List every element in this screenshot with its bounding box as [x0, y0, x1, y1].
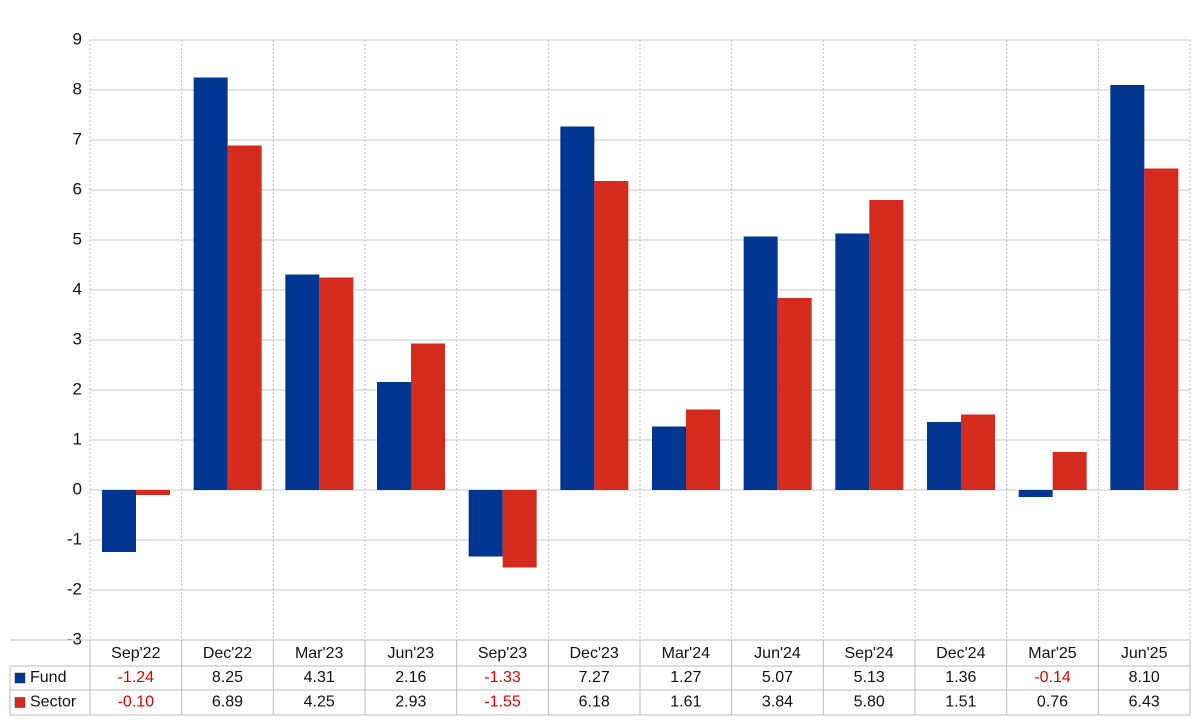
bar	[835, 233, 870, 490]
y-tick-label: 5	[73, 229, 82, 248]
x-tick-label: Sep'24	[845, 645, 894, 662]
bar	[227, 145, 262, 490]
bar	[560, 126, 595, 490]
table-value: 3.84	[762, 694, 793, 711]
legend-swatch	[14, 672, 26, 684]
y-tick-label: -2	[67, 579, 82, 598]
table-value: 5.07	[762, 669, 793, 686]
y-tick-label: 2	[73, 379, 82, 398]
table-value: 1.36	[945, 669, 976, 686]
x-tick-label: Mar'24	[662, 645, 711, 662]
table-value: 1.51	[945, 694, 976, 711]
y-tick-label: 7	[73, 129, 82, 148]
table-value: 6.43	[1129, 694, 1160, 711]
y-tick-label: 8	[73, 79, 82, 98]
bar	[961, 414, 995, 490]
bar	[927, 422, 961, 490]
bar	[319, 277, 354, 490]
table-value: -1.33	[484, 669, 521, 686]
table-value: 0.76	[1037, 694, 1068, 711]
table-value: -0.10	[118, 694, 155, 711]
table-value: 1.61	[670, 694, 701, 711]
legend-label: Fund	[30, 669, 66, 686]
y-tick-label: -3	[67, 629, 82, 648]
table-value: -1.55	[484, 694, 521, 711]
legend-swatch	[14, 697, 26, 708]
y-tick-label: 4	[73, 279, 82, 298]
bar	[1052, 452, 1087, 490]
bar	[1110, 85, 1145, 490]
bar	[136, 490, 170, 495]
bar	[1144, 168, 1179, 490]
y-tick-label: 6	[73, 179, 82, 198]
table-value: 5.13	[854, 669, 885, 686]
table-value: 6.18	[579, 694, 610, 711]
y-tick-label: 3	[73, 329, 82, 348]
table-value: 1.27	[670, 669, 701, 686]
table-value: 2.93	[395, 694, 426, 711]
table-value: 2.16	[395, 669, 426, 686]
table-value: 8.25	[212, 669, 243, 686]
bar	[193, 77, 228, 490]
table-value: 7.27	[579, 669, 610, 686]
bar	[743, 236, 778, 490]
bar	[468, 490, 503, 557]
bar	[102, 490, 136, 552]
x-tick-label: Mar'25	[1028, 645, 1077, 662]
x-tick-label: Jun'23	[388, 645, 435, 662]
x-tick-label: Dec'23	[570, 645, 619, 662]
x-tick-label: Jun'25	[1121, 645, 1168, 662]
bar	[777, 298, 812, 490]
y-tick-label: 1	[73, 429, 82, 448]
y-tick-label: 0	[73, 479, 82, 498]
table-value: -1.24	[118, 669, 155, 686]
bar	[1018, 490, 1053, 497]
bar	[285, 274, 320, 490]
bar	[377, 382, 411, 490]
x-tick-label: Dec'22	[203, 645, 252, 662]
bar	[869, 200, 904, 490]
table-value: 4.25	[304, 694, 335, 711]
x-tick-label: Mar'23	[295, 645, 344, 662]
bar	[502, 490, 537, 568]
bar	[411, 343, 445, 490]
x-tick-label: Dec'24	[936, 645, 985, 662]
x-tick-label: Sep'22	[111, 645, 160, 662]
x-tick-label: Jun'24	[754, 645, 801, 662]
table-value: 4.31	[304, 669, 335, 686]
y-tick-label: -1	[67, 529, 82, 548]
bar	[594, 181, 629, 490]
table-value: 8.10	[1129, 669, 1160, 686]
bar	[686, 409, 720, 490]
bar	[652, 426, 686, 490]
y-tick-label: 9	[73, 29, 82, 48]
table-value: 5.80	[854, 694, 885, 711]
table-value: 6.89	[212, 694, 243, 711]
legend-label: Sector	[30, 694, 77, 711]
table-value: -0.14	[1034, 669, 1071, 686]
x-tick-label: Sep'23	[478, 645, 527, 662]
